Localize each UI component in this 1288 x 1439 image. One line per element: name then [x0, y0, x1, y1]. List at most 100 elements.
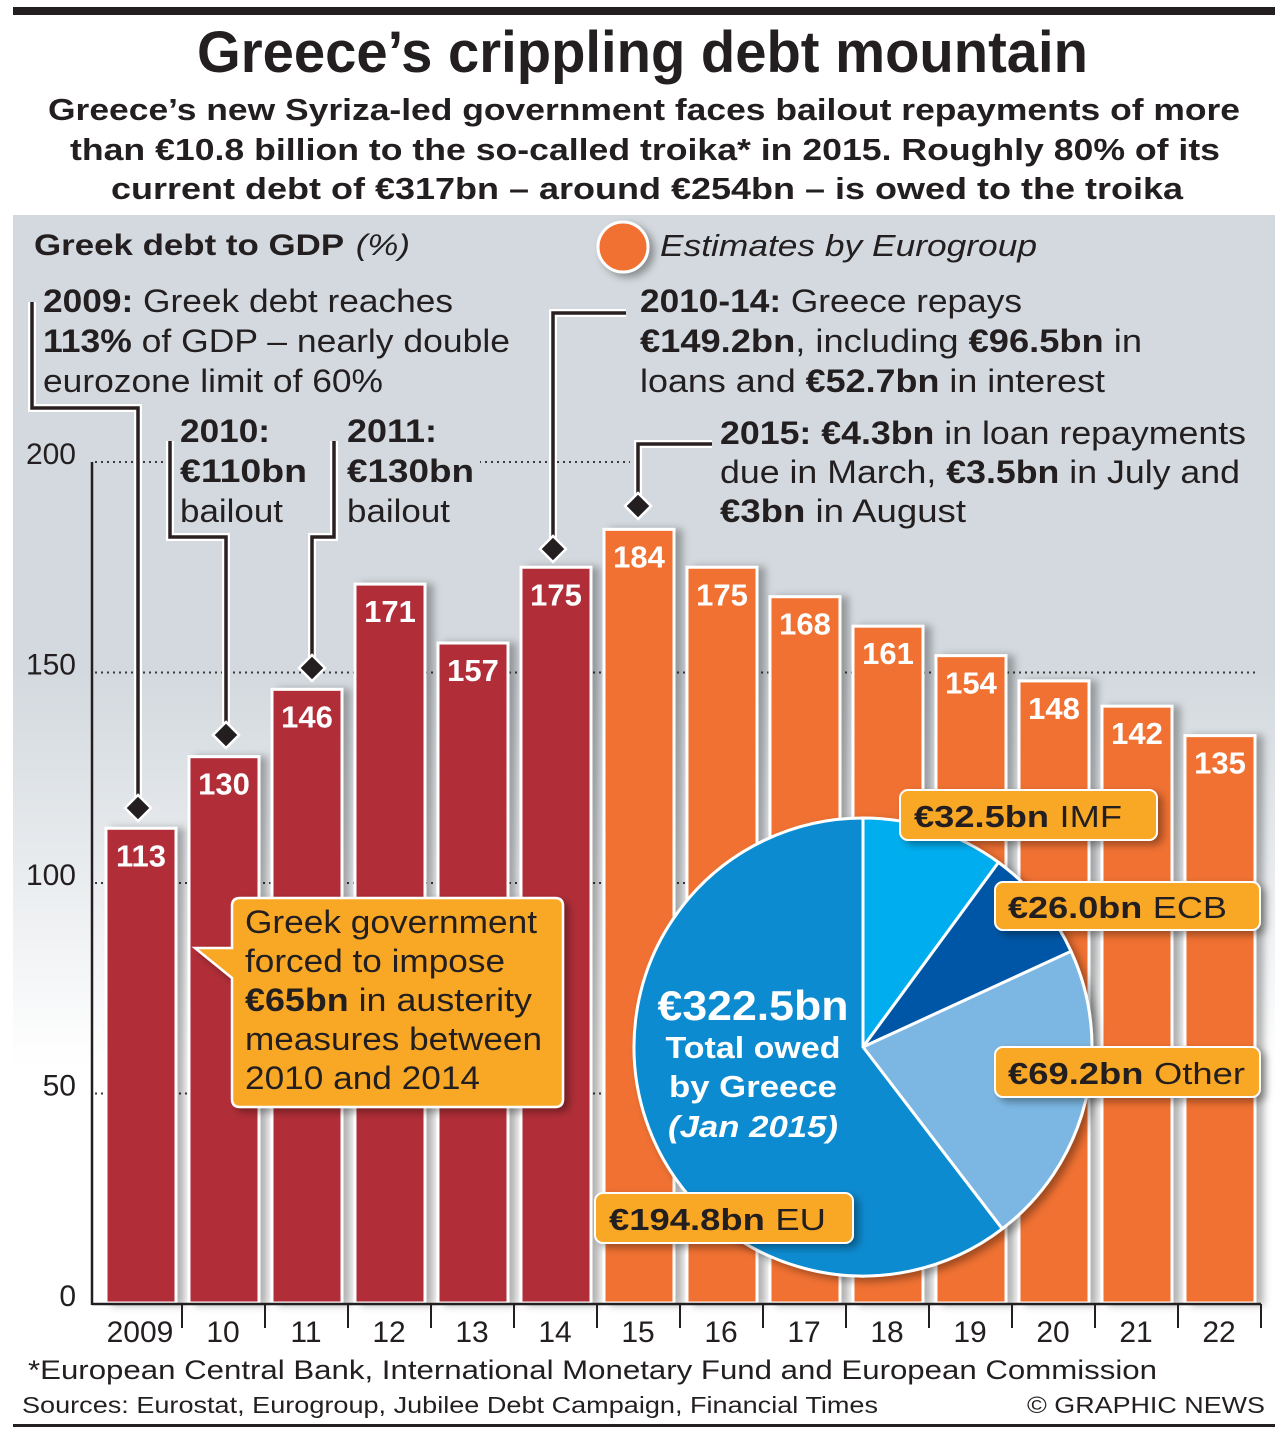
pie-slice-other: [861, 949, 1094, 1231]
chart-title-unit: (%): [356, 229, 410, 262]
annotation-bold-text: 2010-14:: [640, 283, 781, 319]
annotation-bold-text: €149.2bn: [640, 323, 795, 359]
annotation-2010: 2010: €110bn bailout: [180, 413, 307, 529]
pie-label-name: EU: [775, 1202, 826, 1237]
annotation-bold-text: 2009:: [43, 283, 133, 319]
pie-label-value: €194.8bn: [609, 1202, 765, 1237]
annotation-line: 2009: Greek debt reaches: [43, 283, 453, 319]
bar-15: [602, 527, 676, 1305]
bar-value-label: 171: [364, 594, 416, 629]
bar-value-label: 130: [198, 767, 250, 802]
pie-label: €69.2bn Other: [1008, 1056, 1245, 1091]
bottom-rule: [13, 1424, 1275, 1427]
pie-label: €26.0bn ECB: [1008, 890, 1227, 925]
chart-title: Greek debt to GDP (%): [34, 229, 410, 262]
annotation-bold-text: 2015: €4.3bn: [720, 415, 934, 451]
bar-value-label: 135: [1194, 746, 1246, 781]
annotation-line: 2015: €4.3bn in loan repayments: [720, 415, 1246, 451]
bar-2009: [104, 826, 178, 1305]
annotation-line: due in March, €3.5bn in July and: [720, 454, 1240, 490]
leader-line-2011: [308, 441, 338, 658]
callout-line: 2010 and 2014: [245, 1060, 480, 1096]
annotation-2009: 2009: Greek debt reaches 113% of GDP – n…: [40, 280, 513, 402]
leader-line-2015: [634, 440, 712, 496]
label-box: [994, 881, 1261, 931]
label-box: [994, 1046, 1261, 1098]
bar-value-label: 175: [530, 577, 582, 612]
pie-caption-line: Total owed: [666, 1030, 841, 1065]
pie-label-value: €26.0bn: [1008, 890, 1142, 925]
x-tick-label: 11: [290, 1316, 321, 1349]
callout-box: [191, 896, 565, 1109]
bar-22: [1183, 734, 1257, 1305]
callout-line: €65bn in austerity: [245, 982, 532, 1018]
callout-bold-text: €65bn: [245, 982, 349, 1018]
bar-value-label: 184: [613, 539, 665, 574]
annotation-bold-text: €3bn: [720, 493, 805, 529]
y-tick-label: 200: [26, 438, 76, 471]
annotation-text: in interest: [939, 363, 1105, 399]
pie-caption-date: (Jan 2015): [668, 1109, 838, 1144]
annotation-text: in loan repayments: [934, 415, 1246, 451]
callout-line: measures between: [245, 1021, 542, 1057]
annotation-line: bailout: [347, 493, 450, 529]
annotation-text: loans and: [640, 363, 806, 399]
annotation-text: in July and: [1059, 454, 1240, 490]
annotation-line: €3bn in August: [720, 493, 966, 529]
bar-value-label: 175: [696, 577, 748, 612]
annotation-line: 2010:: [180, 413, 270, 449]
annotation-line: bailout: [180, 493, 283, 529]
footnote: *European Central Bank, International Mo…: [28, 1355, 1157, 1385]
bar-value-label: 142: [1111, 716, 1163, 751]
diamond-markers: [123, 491, 653, 823]
x-tick-label: 13: [455, 1316, 488, 1349]
austerity-callout: Greek government forced to impose €65bn …: [191, 896, 565, 1109]
annotation-2010-14: 2010-14: Greece repays €149.2bn, includi…: [637, 280, 1145, 402]
annotation-line: eurozone limit of 60%: [43, 363, 383, 399]
annotation-text: eurozone limit of 60%: [43, 363, 383, 399]
bar-value-label: 168: [779, 607, 831, 642]
annotation-line: €110bn: [180, 453, 307, 489]
annotation-2011: 2011: €130bn bailout: [347, 413, 474, 529]
pie-label-name: Other: [1154, 1056, 1245, 1091]
pie-label-name: ECB: [1153, 890, 1227, 925]
leader-lines: [28, 302, 712, 798]
callout-line: Greek government: [245, 904, 537, 940]
bar-value-labels: 113 130 146 171 157 175 184 175 168 161 154 148 142 1…: [116, 539, 1246, 873]
annotation-bold-text: €3.5bn: [946, 454, 1059, 490]
bar-value-label: 154: [945, 666, 997, 701]
leader-line-2010-14: [549, 309, 626, 539]
callout-line: forced to impose: [245, 943, 505, 979]
annotation-text: due in March,: [720, 454, 946, 490]
x-tick-label: 14: [538, 1316, 571, 1349]
pie-label: €194.8bn EU: [609, 1202, 826, 1237]
diamond-icon: [623, 491, 653, 521]
subtitle-line-1: Greece’s new Syriza-led government faces…: [48, 92, 1240, 127]
credit: © GRAPHIC NEWS: [1027, 1392, 1265, 1418]
callout-text: in austerity: [349, 982, 532, 1018]
annotation-text: in: [1104, 323, 1142, 359]
pie-slice-eu: [632, 816, 1004, 1278]
pie-center-label: €322.5bn Total owed by Greece (Jan 2015): [658, 982, 849, 1144]
leader-line-2010: [166, 441, 230, 725]
diamond-icon: [211, 720, 241, 750]
annotation-line: €130bn: [347, 453, 474, 489]
sources: Sources: Eurostat, Eurogroup, Jubilee De…: [22, 1392, 878, 1418]
annotation-line: loans and €52.7bn in interest: [640, 363, 1105, 399]
x-tick-label: 19: [953, 1316, 986, 1349]
annotation-line: €149.2bn, including €96.5bn in: [640, 323, 1142, 359]
y-tick-label: 150: [26, 649, 76, 682]
diamond-icon: [123, 793, 153, 823]
pie-label-ecb: €26.0bn ECB: [994, 881, 1261, 931]
bar-value-label: 161: [862, 636, 914, 671]
x-tick-label: 15: [621, 1316, 654, 1349]
orange-circle-icon: [596, 220, 650, 274]
pie-label-name: IMF: [1060, 799, 1122, 834]
bar-value-label: 148: [1028, 691, 1080, 726]
legend-label: Estimates by Eurogroup: [660, 228, 1037, 263]
annotation-bold-text: €52.7bn: [806, 363, 940, 399]
annotation-text: of GDP – nearly double: [132, 323, 510, 359]
x-tick-label: 17: [787, 1316, 820, 1349]
x-tick-label: 12: [372, 1316, 405, 1349]
